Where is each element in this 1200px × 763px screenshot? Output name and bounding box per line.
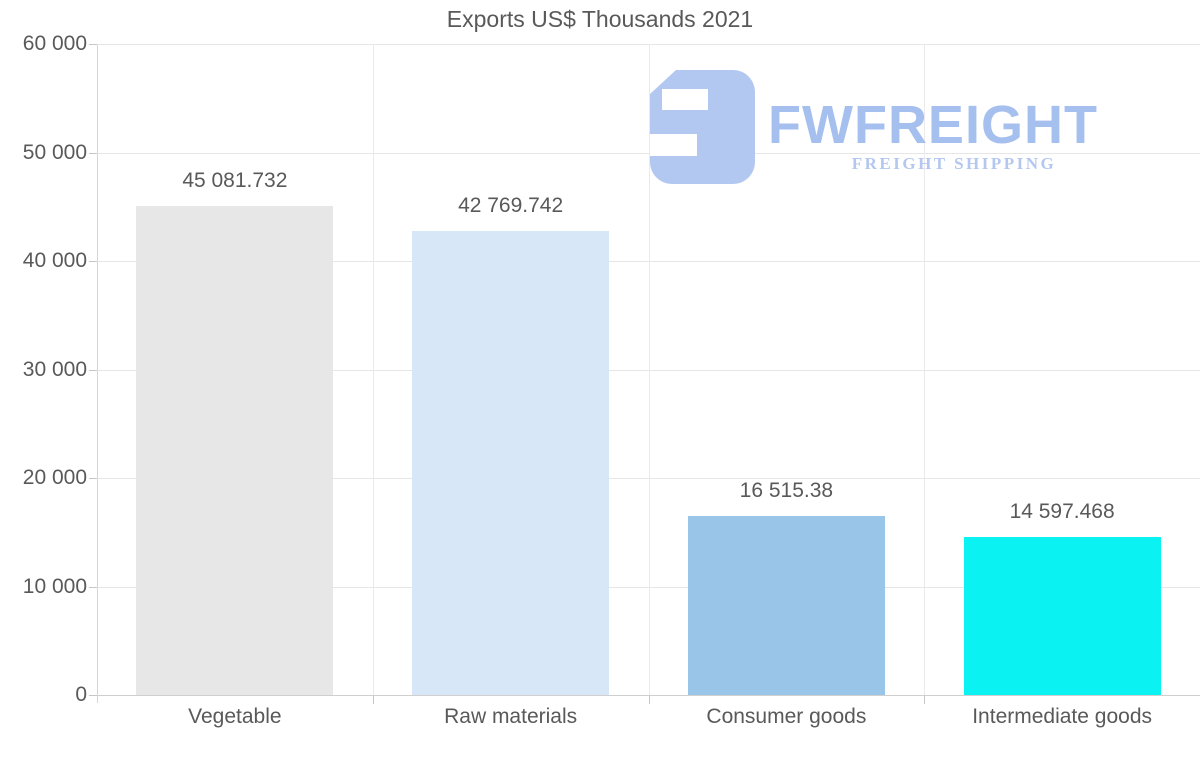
plot-area: 0 10 000 20 000 30 000 40 000 50 000 60 000 45 …	[23, 32, 1200, 728]
x-axis-label: Raw materials	[444, 705, 578, 728]
v-gridline	[372, 44, 374, 695]
v-gridline	[924, 44, 926, 695]
y-axis-tick	[89, 44, 97, 45]
y-axis-label: 10 000	[22, 574, 87, 598]
y-axis-tick	[89, 369, 97, 371]
bar-value-label: 45 081.732	[182, 168, 288, 192]
bar-value-label: 16 515.38	[739, 478, 834, 502]
y-axis-tick	[89, 478, 97, 479]
bar-vegetable	[136, 205, 334, 695]
bar-consumer-goods	[687, 515, 885, 695]
v-gridline	[648, 44, 650, 695]
y-axis-label: 0	[75, 683, 87, 706]
x-axis-tick	[924, 696, 926, 704]
y-axis-label: 40 000	[22, 249, 87, 272]
watermark-name: FWFREIGHT	[768, 95, 1098, 155]
bar-intermediate-goods	[963, 536, 1161, 695]
y-axis-tick	[89, 152, 97, 154]
y-axis-label: 50 000	[22, 140, 87, 164]
y-axis-label: 60 000	[22, 32, 87, 55]
bar-value-label: 14 597.468	[1009, 499, 1115, 523]
y-axis-tick	[89, 261, 97, 262]
watermark-tagline: FREIGHT SHIPPING	[851, 154, 1057, 173]
x-axis-label: Intermediate goods	[972, 705, 1153, 728]
x-axis-tick	[372, 696, 374, 704]
y-axis-line	[97, 44, 98, 703]
bar-value-label: 42 769.742	[458, 193, 564, 217]
y-axis-label: 30 000	[22, 357, 87, 381]
y-axis-tick	[89, 586, 97, 588]
chart-title: Exports US$ Thousands 2021	[446, 6, 754, 32]
watermark-logo: FWFREIGHT FREIGHT SHIPPING	[650, 70, 1150, 188]
x-axis-label: Consumer goods	[706, 705, 867, 728]
x-axis-label: Vegetable	[188, 705, 282, 728]
fwfreight-logo-icon	[650, 70, 755, 184]
x-axis-tick	[648, 696, 650, 704]
bar-raw-materials	[412, 230, 610, 695]
y-axis-tick	[89, 695, 97, 696]
y-axis-label: 20 000	[22, 466, 87, 489]
